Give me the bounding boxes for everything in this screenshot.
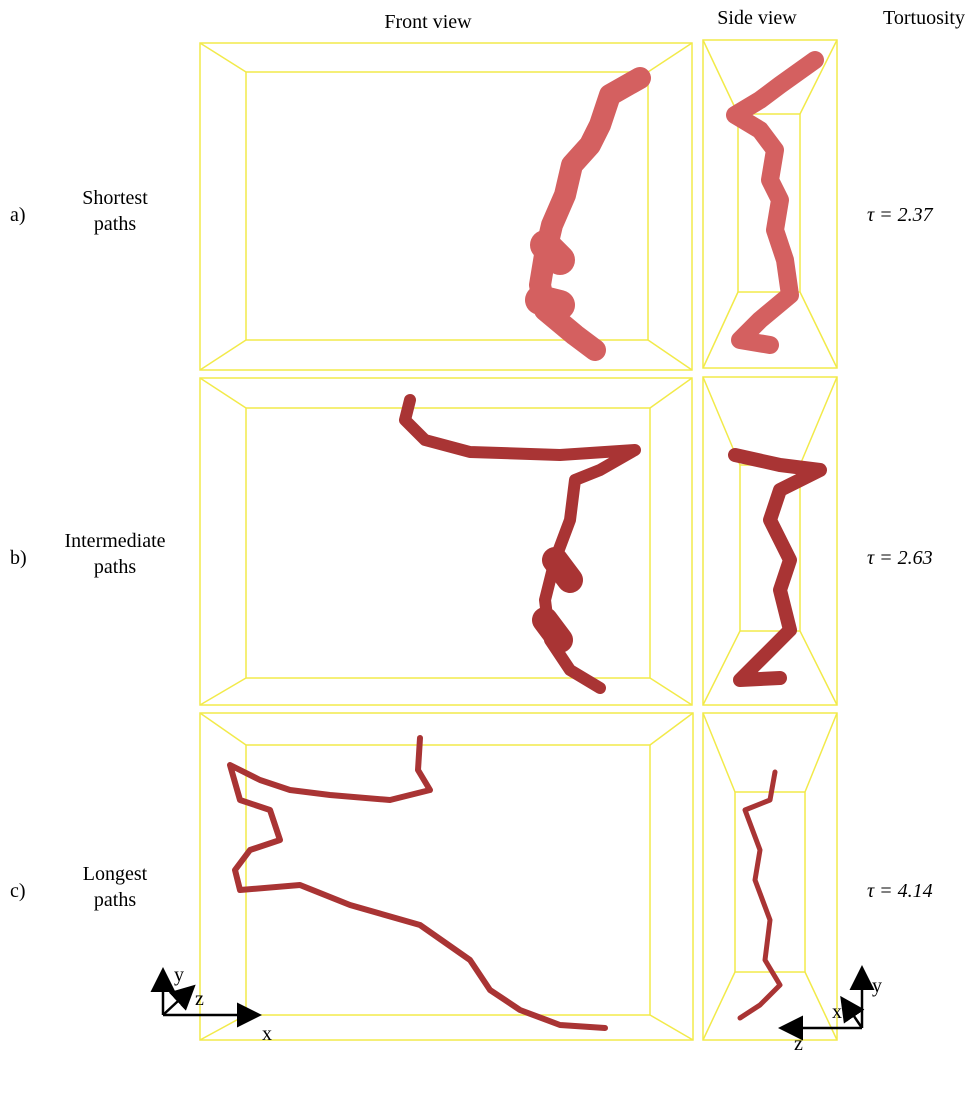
- row-name: paths: [94, 889, 136, 911]
- row-label: a): [10, 204, 26, 226]
- render-a: [199, 39, 838, 371]
- row-name: paths: [94, 213, 136, 235]
- row-name: paths: [94, 556, 136, 578]
- axes-right: y x z: [778, 965, 882, 1055]
- axis-label: y: [872, 975, 882, 997]
- row-label: c): [10, 880, 26, 902]
- axes-left: y z x: [150, 964, 272, 1045]
- row-name: Longest: [83, 863, 148, 885]
- column-header: Tortuosity: [883, 7, 965, 29]
- render-b: [199, 376, 838, 706]
- axis-label: x: [262, 1023, 272, 1045]
- rows: a) Shortest paths τ = 2.37 b) Intermediate pat…: [10, 187, 934, 911]
- row-name: Intermediate: [64, 530, 165, 552]
- row-label: b): [10, 547, 27, 569]
- axis-label: z: [195, 988, 204, 1010]
- axis-label: z: [794, 1033, 803, 1055]
- axis-label: x: [832, 1001, 842, 1023]
- column-header: Front view: [384, 11, 472, 33]
- tortuosity: τ = 2.63: [867, 547, 933, 569]
- render-c: [199, 712, 838, 1041]
- tortuosity: τ = 2.37: [867, 204, 934, 226]
- row-name: Shortest: [82, 187, 148, 209]
- column-header: Side view: [717, 7, 797, 29]
- tortuosity: τ = 4.14: [867, 880, 933, 902]
- axis-label: y: [174, 964, 184, 986]
